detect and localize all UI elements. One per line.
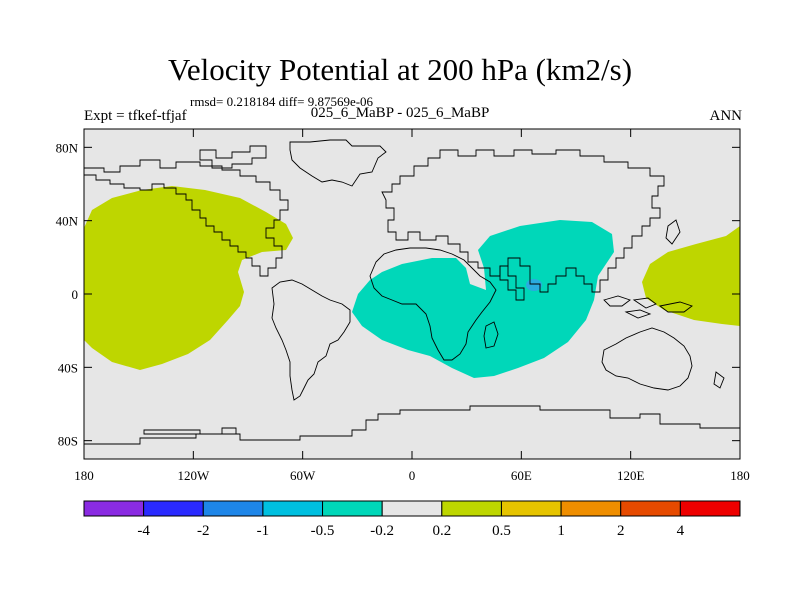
lat-tick-label: 80N [56,140,79,155]
lat-tick-label: 0 [72,287,79,302]
colorbar-label: -0.2 [370,523,394,539]
colorbar-swatch [441,500,502,517]
colorbar-swatch [381,500,443,517]
lon-tick-label: 0 [409,468,416,483]
lon-tick-label: 60W [290,468,316,483]
colorbar-swatch [620,500,681,517]
colorbar-swatch [83,500,145,517]
colorbar-label: -0.5 [311,523,335,539]
colorbar-label: -4 [137,523,150,539]
lon-tick-label: 120E [617,468,645,483]
colorbar-swatch [500,500,562,517]
season-label: ANN [709,108,743,124]
plot-title: Velocity Potential at 200 hPa (km2/s) [167,52,633,87]
positive-region-pacific [84,186,293,370]
coastlines [84,139,740,448]
longitude-axis: 180 120W 60W 0 60E 120E 180 [74,129,750,483]
colorbar-label: -2 [197,523,210,539]
experiment-label: Expt = tfkef-tfjaf [84,108,187,124]
colorbar: -4 -2 -1 -0.5 -0.2 0.2 0.5 1 2 4 [83,500,741,539]
positive-region-west-pacific [642,226,740,326]
colorbar-swatch [322,500,383,517]
colorbar-label: 2 [617,523,625,539]
case-names: 025_6_MaBP - 025_6_MaBP [310,105,490,121]
negative-region-indian-ocean [352,220,614,378]
colorbar-swatch [560,500,622,517]
lon-tick-label: 60E [511,468,532,483]
stats-text: rmsd= 0.218184 diff= 9.87569e-06 [190,94,374,109]
lon-tick-label: 180 [74,468,94,483]
colorbar-swatch [262,500,324,517]
colorbar-swatch [202,500,264,517]
latitude-axis: 80N 40N 0 40S 80S [56,140,740,449]
colorbar-label: 0.5 [492,523,511,539]
colorbar-label: 4 [677,523,685,539]
colorbar-label: 0.2 [432,523,451,539]
lat-tick-label: 40S [58,360,78,375]
colorbar-swatch [679,500,741,517]
lon-tick-label: 180 [730,468,750,483]
lon-tick-label: 120W [177,468,210,483]
colorbar-label: -1 [257,523,270,539]
lat-tick-label: 40N [56,214,79,229]
colorbar-swatch [143,500,204,517]
lat-tick-label: 80S [58,434,78,449]
colorbar-label: 1 [557,523,565,539]
